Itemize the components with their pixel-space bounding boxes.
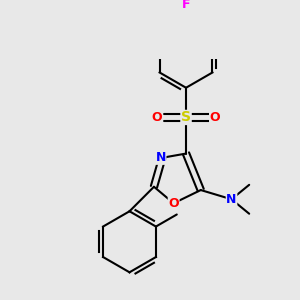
Text: S: S [181, 110, 191, 124]
Text: F: F [182, 0, 190, 11]
Text: O: O [210, 111, 220, 124]
Text: O: O [168, 197, 179, 210]
Text: N: N [155, 151, 166, 164]
Text: N: N [226, 193, 237, 206]
Text: O: O [152, 111, 162, 124]
